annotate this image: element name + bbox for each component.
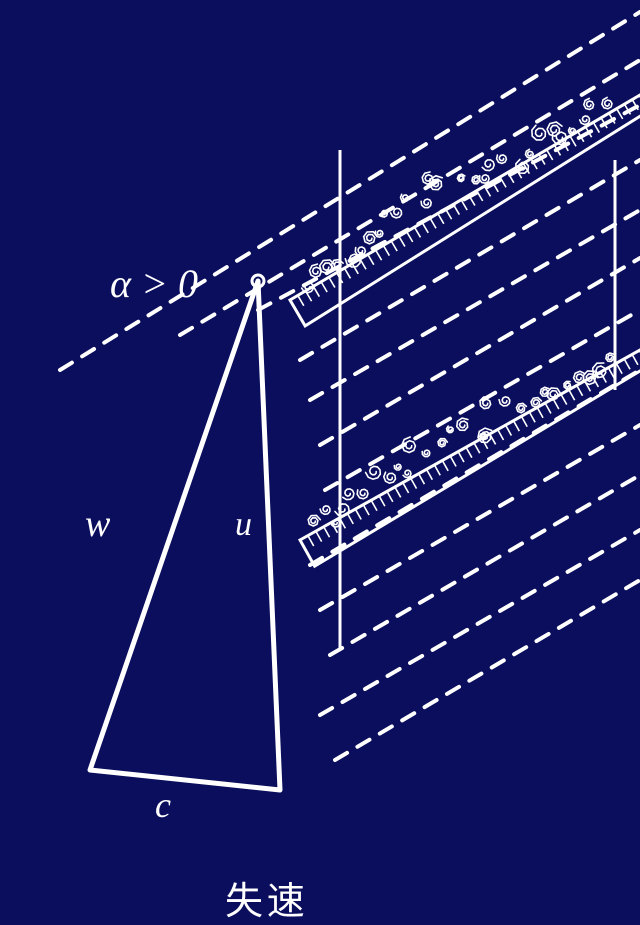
label-w: w xyxy=(85,502,110,546)
label-alpha: α > 0 xyxy=(110,260,198,307)
stall-diagram xyxy=(0,0,640,922)
caption: 失速 xyxy=(225,870,309,925)
label-c: c xyxy=(155,784,171,826)
label-u: u xyxy=(235,506,252,544)
